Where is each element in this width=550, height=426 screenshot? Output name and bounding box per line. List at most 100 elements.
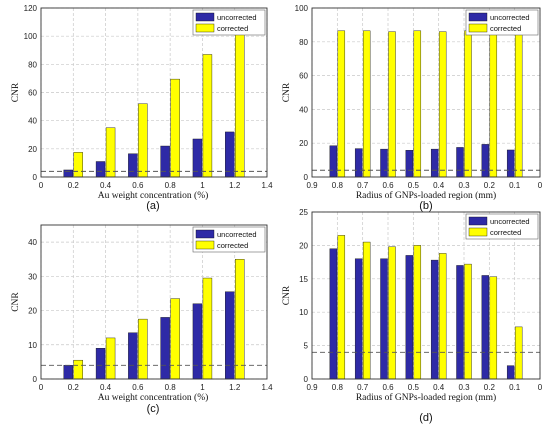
legend-label-uncorrected: uncorrected [217, 230, 257, 239]
x-tick-label: 0.9 [306, 383, 318, 392]
x-tick-label: 0.1 [509, 383, 521, 392]
bar-uncorrected [192, 303, 203, 380]
bar-corrected [413, 245, 422, 380]
y-tick-label: 5 [304, 342, 309, 351]
legend-label-corrected: corrected [217, 241, 248, 250]
x-tick-label: 0.9 [306, 181, 318, 190]
x-axis-label: Au weight concentration (%) [98, 190, 209, 201]
legend: uncorrected corrected [465, 213, 539, 240]
bar-corrected [388, 31, 396, 178]
legend-label-corrected: corrected [490, 228, 521, 237]
y-tick-label: 0 [33, 173, 38, 182]
bar-corrected [235, 29, 245, 178]
y-tick-label: 0 [33, 375, 38, 384]
bar-corrected [202, 54, 213, 178]
bar-corrected [202, 277, 213, 380]
y-tick-label: 100 [24, 32, 38, 41]
x-tick-label: 0 [538, 181, 543, 190]
x-tick-label: 0.8 [165, 181, 177, 190]
legend-swatch-corrected [195, 23, 215, 33]
chart-panel: 0.9 0.8 0.7 0.6 0.5 0.4 0.3 0.2 0.1 0 0 5 10 15 20 25 un… [282, 208, 543, 424]
axes-frame [311, 7, 541, 178]
legend-swatch-corrected [468, 23, 488, 33]
bar-uncorrected [225, 131, 235, 178]
bar-corrected [514, 326, 523, 380]
x-tick-label: 1 [200, 383, 205, 392]
bar-corrected [73, 359, 83, 380]
bar-corrected [73, 152, 83, 178]
bar-uncorrected [456, 265, 464, 380]
y-tick-label: 60 [299, 72, 308, 81]
x-tick-label: 0.7 [357, 181, 369, 190]
bar-corrected [438, 31, 447, 178]
bar-corrected [464, 263, 472, 380]
y-tick-label: 60 [28, 89, 37, 98]
panel-label: (d) [419, 412, 432, 424]
bar-uncorrected [160, 317, 170, 380]
bar-corrected [105, 127, 116, 178]
axes-frame [40, 224, 268, 380]
bar-uncorrected [506, 149, 515, 178]
x-tick-label: 0.2 [484, 383, 496, 392]
axes-frame [40, 7, 268, 178]
x-axis-label: Radius of GNPs-loaded region (mm) [356, 392, 496, 403]
y-tick-label: 40 [28, 238, 37, 247]
x-tick-label: 0.8 [332, 181, 344, 190]
bar-uncorrected [63, 365, 73, 380]
bar-uncorrected [128, 153, 138, 178]
x-tick-label: 0.3 [458, 181, 470, 190]
x-tick-label: 1.2 [229, 181, 241, 190]
x-tick-label: 0.5 [408, 383, 420, 392]
bar-corrected [464, 30, 472, 178]
legend-swatch-uncorrected [468, 216, 488, 226]
y-tick-label: 100 [295, 4, 309, 13]
panel-label: (a) [146, 200, 159, 212]
x-tick-label: 0.7 [357, 383, 369, 392]
plot-area [312, 212, 540, 379]
x-tick-label: 0.5 [408, 181, 420, 190]
x-tick-label: 0.8 [332, 383, 344, 392]
bar-uncorrected [128, 332, 138, 380]
legend: uncorrected corrected [192, 226, 266, 253]
bar-corrected [105, 337, 116, 380]
bar-uncorrected [456, 147, 464, 178]
chart-panel: 0 0.2 0.4 0.6 0.8 1 1.2 1.4 0 10 20 30 40 uncorrected… [11, 224, 273, 415]
y-tick-label: 10 [299, 308, 308, 317]
bar-uncorrected [380, 258, 388, 380]
y-axis-label: CNR [11, 82, 21, 102]
x-tick-label: 1.4 [261, 181, 273, 190]
bar-corrected [362, 241, 371, 380]
x-tick-label: 0.6 [132, 383, 144, 392]
plot-area [312, 8, 540, 177]
x-tick-label: 1 [200, 181, 205, 190]
x-tick-label: 0.2 [68, 383, 80, 392]
x-tick-label: 0.4 [433, 181, 445, 190]
y-tick-label: 0 [304, 173, 309, 182]
y-tick-label: 40 [28, 117, 37, 126]
y-tick-label: 15 [299, 275, 308, 284]
legend: uncorrected corrected [192, 9, 266, 36]
chart-panel: 0.9 0.8 0.7 0.6 0.5 0.4 0.3 0.2 0.1 0 0 20 40 60 80 100… [282, 4, 543, 212]
x-tick-label: 0.6 [382, 181, 394, 190]
bar-corrected [514, 30, 523, 178]
x-tick-label: 0.6 [132, 181, 144, 190]
bar-uncorrected [354, 258, 363, 380]
x-tick-label: 0.4 [433, 383, 445, 392]
y-tick-label: 120 [24, 4, 38, 13]
bar-uncorrected [329, 248, 338, 380]
bar-uncorrected [430, 148, 439, 178]
bar-corrected [138, 103, 148, 178]
y-tick-label: 10 [28, 341, 37, 350]
x-tick-label: 1.2 [229, 383, 241, 392]
legend-label-uncorrected: uncorrected [490, 13, 530, 22]
y-tick-label: 80 [28, 60, 37, 69]
bar-corrected [235, 259, 245, 380]
panel-label: (b) [419, 200, 432, 212]
x-axis-label: Radius of GNPs-loaded region (mm) [356, 190, 496, 201]
legend: uncorrected corrected [465, 9, 539, 36]
y-axis-label: CNR [282, 285, 292, 305]
bar-uncorrected [380, 148, 388, 178]
bar-corrected [489, 276, 498, 380]
bar-uncorrected [160, 145, 170, 178]
